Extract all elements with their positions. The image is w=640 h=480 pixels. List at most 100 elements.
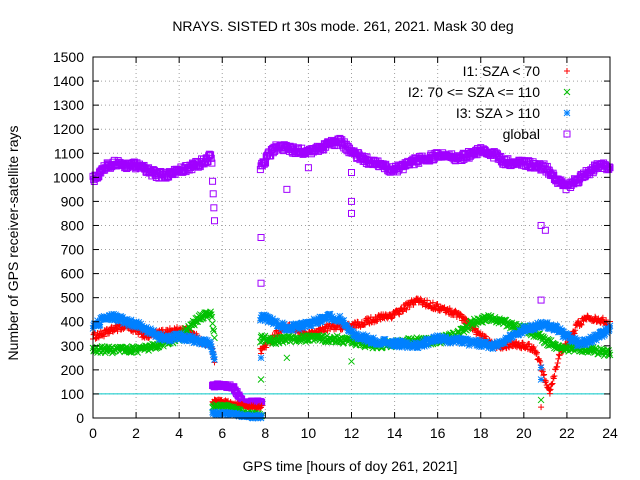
outlier-point-1 [283,354,291,362]
point-0 [431,305,438,312]
point-2 [495,343,503,351]
point-2 [496,337,503,345]
point-0 [482,333,489,340]
point-2 [153,332,161,340]
point-0 [402,305,409,312]
y-tick-label: 1300 [53,97,84,113]
point-2 [465,342,473,349]
point-0 [577,320,584,327]
outlier-point-3 [538,404,545,411]
point-2 [547,321,555,329]
ticks: 0 2 4 6 8 10 12 14 16 18 20 22 240100200300400500600… [53,49,618,441]
point-1 [209,320,216,327]
point-0 [459,314,466,321]
point-2 [105,314,112,322]
point-2 [273,317,280,325]
point-0 [522,345,529,352]
point-3 [210,204,218,212]
point-0 [549,380,556,387]
legend-label-2: I3: SZA > 110 [456,105,540,121]
data-points [89,134,614,422]
outlier-group-0 [257,164,549,304]
point-2 [397,340,405,348]
point-0 [537,358,544,365]
point-2 [350,328,357,336]
x-tick-label: 24 [602,425,618,441]
point-2 [169,335,176,343]
point-0 [120,325,127,332]
outlier-point-0 [537,221,545,229]
point-2 [543,319,551,326]
point-2 [211,356,218,363]
point-2 [606,326,613,333]
point-2 [174,330,182,338]
point-2 [595,334,603,341]
grid [93,57,610,418]
x-axis-label: GPS time [hours of doy 261, 2021] [243,458,458,474]
point-2 [137,320,145,328]
point-2 [261,317,269,325]
point-0 [406,304,413,311]
point-2 [387,342,395,350]
point-0 [429,299,436,306]
point-0 [263,344,270,351]
point-2 [207,343,215,350]
point-0 [100,333,107,340]
legend-label-1: I2: 70 <= SZA <= 110 [408,84,540,100]
y-tick-label: 1000 [53,169,84,185]
y-tick-label: 600 [61,266,85,282]
point-0 [519,339,526,346]
point-0 [535,356,542,363]
point-0 [572,327,579,334]
y-tick-label: 800 [61,217,85,233]
point-2 [534,319,541,327]
point-2 [180,331,188,339]
point-0 [427,304,434,311]
point-0 [550,375,557,382]
outlier-point-1 [257,376,265,383]
point-2 [553,323,561,331]
point-2 [565,332,573,339]
point-2 [96,321,104,328]
x-tick-label: 20 [516,425,532,441]
point-1 [606,349,613,357]
point-2 [295,326,303,333]
point-2 [436,336,443,344]
point-0 [548,381,555,388]
point-0 [114,328,121,335]
point-2 [481,341,488,349]
point-2 [408,344,416,351]
x-tick-label: 14 [387,425,403,441]
point-2 [308,322,315,330]
point-2 [455,339,463,347]
y-tick-label: 100 [61,386,85,402]
point-2 [412,339,420,347]
point-1 [207,311,215,318]
point-0 [396,311,403,318]
point-0 [145,334,152,341]
point-2 [501,340,509,347]
point-2 [336,312,344,320]
point-2 [262,312,270,320]
point-2 [439,332,446,340]
x-tick-label: 10 [301,425,317,441]
point-0 [374,317,381,324]
x-tick-label: 4 [175,425,183,441]
outlier-point-2 [537,364,545,371]
point-0 [462,315,469,322]
point-0 [338,326,345,333]
point-2 [582,341,590,349]
point-2 [301,323,309,331]
x-tick-label: 12 [344,425,360,441]
point-2 [110,316,118,324]
point-2 [277,322,284,329]
point-0 [574,319,581,326]
gap-point-1 [258,402,265,409]
point-0 [92,335,99,342]
point-2 [423,341,430,349]
point-2 [472,336,480,344]
point-2 [265,313,273,321]
point-3 [205,150,213,158]
point-2 [314,319,322,327]
outlier-point-0 [304,164,312,172]
